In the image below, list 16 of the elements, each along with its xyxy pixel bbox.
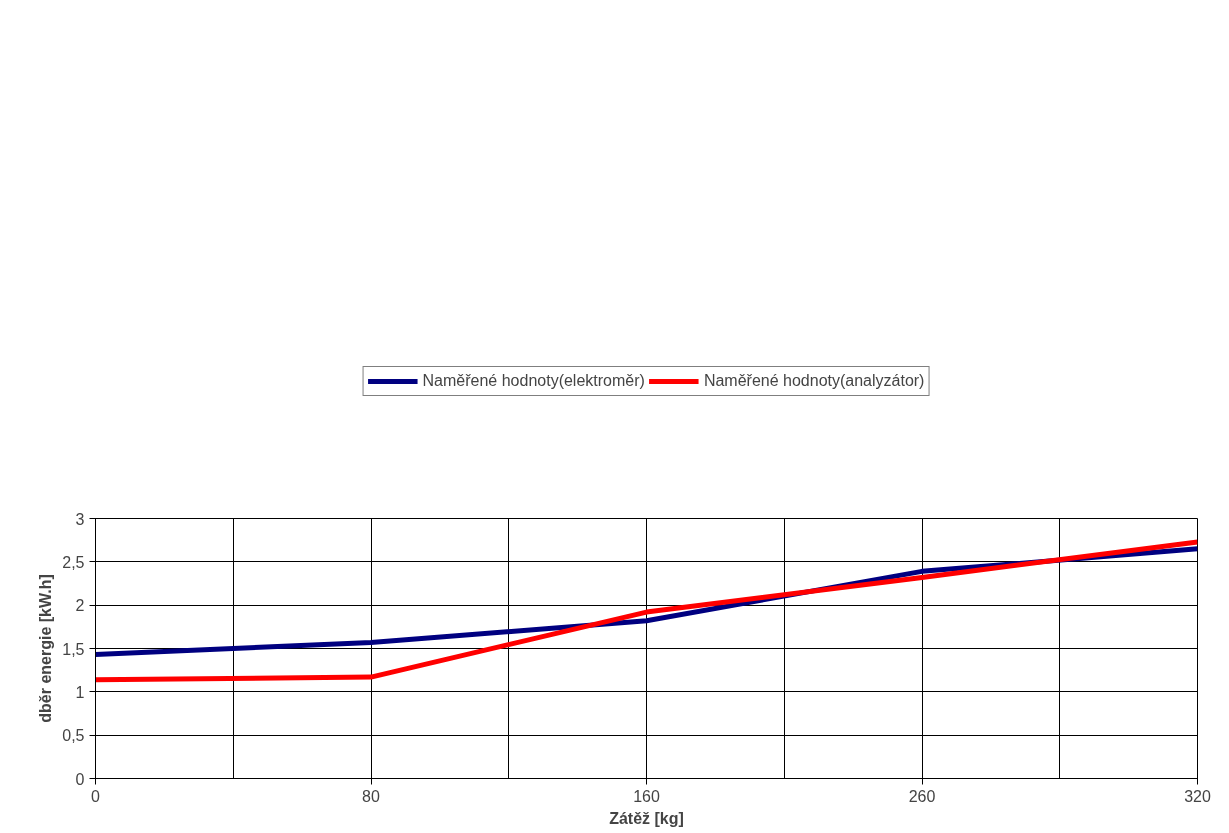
x-tick-label: 0 <box>91 787 101 805</box>
y-tick-label: 3 <box>75 510 85 528</box>
y-tick-label: 1 <box>75 683 85 701</box>
x-axis-title: Zátěž [kg] <box>609 809 684 827</box>
y-tick-label: 0 <box>75 770 85 788</box>
x-tick-label: 80 <box>362 787 380 805</box>
y-tick-label: 0,5 <box>62 727 85 745</box>
y-tick-label: 1,5 <box>62 640 85 658</box>
x-tick-label: 160 <box>633 787 660 805</box>
legend-label: Naměřené hodnoty(elektroměr) <box>422 372 645 390</box>
y-axis-title: dběr energie [kW.h] <box>37 574 55 723</box>
legend-label: Naměřené hodnoty(analyzátor) <box>703 372 925 390</box>
x-tick-label: 260 <box>908 787 936 805</box>
y-tick-label: 2 <box>75 597 85 615</box>
x-tick-label: 320 <box>1184 787 1211 805</box>
y-tick-label: 2,5 <box>62 553 85 571</box>
